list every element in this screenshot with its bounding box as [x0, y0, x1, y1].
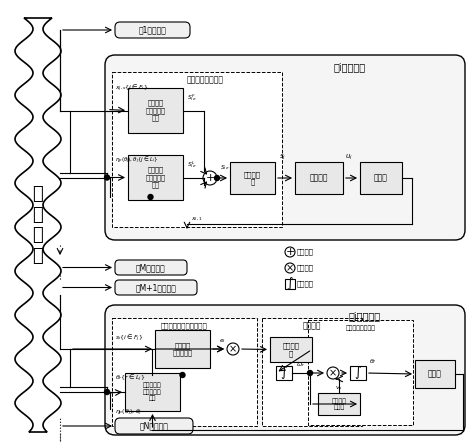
Text: 领航者协同信息处理模块: 领航者协同信息处理模块	[161, 323, 208, 329]
Circle shape	[327, 367, 339, 379]
Text: 领航者: 领航者	[428, 370, 442, 379]
Text: ∫: ∫	[287, 277, 293, 290]
Text: ×: ×	[286, 263, 294, 273]
Bar	[262, 318, 362, 426]
Circle shape	[227, 343, 239, 355]
Circle shape	[285, 263, 295, 273]
Text: ：积分器: ：积分器	[297, 281, 314, 287]
Bar	[360, 162, 402, 194]
Text: 控制模块: 控制模块	[310, 173, 328, 182]
Text: 路径参数更新模块: 路径参数更新模块	[346, 325, 375, 331]
Bar	[112, 318, 257, 426]
Bar	[128, 155, 183, 200]
Text: 通
讯
网
络: 通 讯 网 络	[33, 185, 44, 265]
Text: +: +	[285, 247, 295, 257]
Text: ∫: ∫	[281, 366, 287, 379]
Text: ×: ×	[329, 368, 337, 378]
FancyBboxPatch shape	[115, 22, 190, 38]
Text: $s_i\{i\in F_j\}$: $s_i\{i\in F_j\}$	[115, 332, 143, 344]
Text: $S^L_{ie}$: $S^L_{ie}$	[187, 159, 197, 170]
Text: 跟踪参考
协同误差生
成器: 跟踪参考 协同误差生 成器	[146, 99, 165, 121]
Text: 第N个领航者: 第N个领航者	[139, 422, 168, 431]
Text: 滤波模块: 滤波模块	[303, 322, 321, 331]
Text: 领航者参数
协同误差生
成器: 领航者参数 协同误差生 成器	[143, 383, 162, 401]
FancyBboxPatch shape	[105, 55, 465, 240]
Text: 比例放大
器: 比例放大 器	[283, 342, 300, 357]
Text: 第1个无人船: 第1个无人船	[138, 26, 166, 34]
Text: 第M个无人船: 第M个无人船	[136, 263, 166, 272]
FancyBboxPatch shape	[115, 280, 197, 295]
Circle shape	[148, 194, 153, 199]
Text: $x_{j,s}\{j\in F_i\}$: $x_{j,s}\{j\in F_i\}$	[115, 82, 148, 94]
Bar	[230, 162, 275, 194]
Text: ：比较器: ：比较器	[297, 265, 314, 271]
FancyBboxPatch shape	[115, 260, 187, 275]
Bar	[270, 337, 312, 362]
Bar	[350, 366, 366, 380]
Text: $\eta_p(\theta_j),\theta_j$: $\eta_p(\theta_j),\theta_j$	[115, 408, 142, 418]
Text: $\theta_r\{r\in L_j\}$: $\theta_r\{r\in L_j\}$	[115, 372, 145, 383]
Text: $\omega_r$: $\omega_r$	[296, 361, 305, 369]
Circle shape	[104, 389, 109, 395]
Text: 第i个无人船: 第i个无人船	[334, 62, 366, 72]
Text: $x_{i,1}$: $x_{i,1}$	[191, 215, 203, 223]
Bar	[285, 279, 295, 289]
Text: 与领航者
协同误差生
成器: 与领航者 协同误差生 成器	[146, 167, 165, 189]
FancyBboxPatch shape	[115, 418, 193, 434]
Text: $\theta_f$: $\theta_f$	[369, 358, 377, 366]
Bar	[276, 366, 292, 380]
Text: $S^F_{ie}$: $S^F_{ie}$	[187, 93, 197, 103]
Text: $v_s$: $v_s$	[335, 384, 343, 392]
Circle shape	[203, 171, 217, 185]
Text: 第M+1个领航者: 第M+1个领航者	[136, 283, 176, 292]
Text: $S_{ie}$: $S_{ie}$	[220, 164, 230, 172]
Circle shape	[104, 175, 109, 180]
Text: 无人船: 无人船	[374, 173, 388, 182]
Bar	[308, 320, 413, 425]
Bar	[112, 72, 282, 227]
Circle shape	[285, 247, 295, 257]
Circle shape	[308, 370, 312, 375]
Bar	[415, 360, 455, 388]
Text: ∫: ∫	[355, 366, 361, 379]
Text: +: +	[205, 173, 215, 183]
FancyBboxPatch shape	[105, 305, 465, 435]
Text: 坐标变换
器: 坐标变换 器	[244, 171, 261, 185]
Text: $\eta_p(\theta_j),\theta_j\{j\in L_i\}$: $\eta_p(\theta_j),\theta_j\{j\in L_i\}$	[115, 155, 158, 166]
Circle shape	[215, 176, 219, 181]
Text: 第j个领航者: 第j个领航者	[348, 312, 380, 322]
Bar	[318, 393, 360, 415]
Bar	[155, 330, 210, 368]
Text: $u_i$: $u_i$	[345, 152, 353, 162]
Circle shape	[180, 372, 185, 378]
Text: 参考速度
生成器: 参考速度 生成器	[331, 398, 346, 410]
Bar	[125, 373, 180, 411]
Text: 协同编队
信息生成器: 协同编队 信息生成器	[173, 342, 192, 356]
Polygon shape	[15, 18, 61, 432]
Text: ×: ×	[229, 344, 237, 354]
Text: $e_i$: $e_i$	[219, 337, 226, 345]
Bar	[128, 88, 183, 133]
Text: 协同编队制导模块: 协同编队制导模块	[187, 76, 224, 85]
Text: ：求和器: ：求和器	[297, 249, 314, 255]
Text: $s_i$: $s_i$	[279, 152, 286, 162]
Bar	[295, 162, 343, 194]
